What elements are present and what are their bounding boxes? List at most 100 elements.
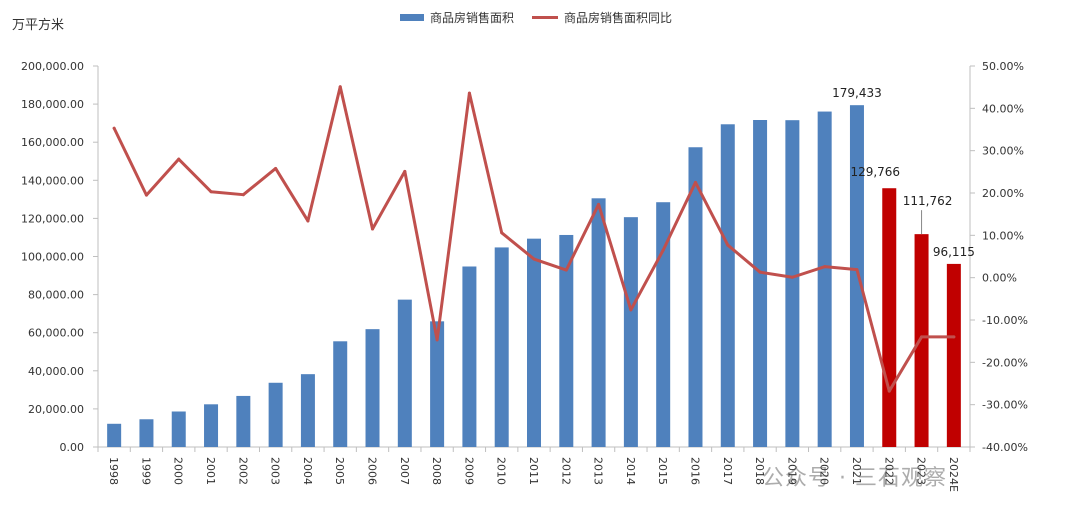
yoy-point-2014	[629, 308, 633, 312]
x-tick-label: 2004	[301, 457, 314, 485]
bar-2010	[494, 247, 509, 447]
x-tick-label: 2018	[753, 457, 766, 485]
right-tick-label: -30.00%	[982, 399, 1028, 412]
x-tick-label: 2009	[462, 457, 475, 485]
bar-2005	[333, 341, 348, 447]
yoy-point-2004	[306, 219, 310, 223]
bar-2004	[300, 374, 315, 447]
yoy-point-2013	[597, 202, 601, 206]
x-tick-label: 2002	[236, 457, 249, 485]
bar-2000	[171, 411, 186, 447]
right-tick-label: -20.00%	[982, 356, 1028, 369]
left-tick-label: 20,000.00	[28, 403, 84, 416]
yoy-point-2010	[500, 231, 504, 235]
bar-2022	[882, 188, 897, 447]
left-tick-label: 100,000.00	[21, 251, 84, 264]
legend-bar-swatch	[400, 14, 424, 21]
right-tick-label: -10.00%	[982, 314, 1028, 327]
yoy-point-2000	[177, 157, 181, 161]
yoy-point-2003	[274, 166, 278, 170]
yoy-point-2005	[338, 85, 342, 89]
right-tick-label: 50.00%	[982, 60, 1024, 73]
right-tick-label: 0.00%	[982, 272, 1017, 285]
right-tick-label: 40.00%	[982, 102, 1024, 115]
yoy-point-2023	[920, 335, 924, 339]
x-tick-label: 2021	[850, 457, 863, 485]
x-tick-label: 2012	[559, 457, 572, 485]
yoy-point-2022	[887, 389, 891, 393]
left-tick-label: 140,000.00	[21, 174, 84, 187]
yoy-point-2008	[435, 338, 439, 342]
data-label-2021: 179,433	[832, 86, 882, 100]
bar-2007	[397, 299, 412, 447]
bar-2014	[623, 217, 638, 447]
right-tick-label: 30.00%	[982, 145, 1024, 158]
left-tick-label: 0.00	[60, 441, 85, 454]
bar-2001	[204, 404, 219, 447]
right-tick-label: 10.00%	[982, 229, 1024, 242]
yoy-point-2019	[790, 275, 794, 279]
x-tick-label: 2015	[656, 457, 669, 485]
x-tick-label: 1999	[139, 457, 152, 485]
yoy-point-2007	[403, 169, 407, 173]
yoy-point-2024E	[952, 335, 956, 339]
left-tick-label: 40,000.00	[28, 365, 84, 378]
data-label-2023: 111,762	[903, 194, 953, 208]
x-tick-label: 2005	[333, 457, 346, 485]
bar-2020	[817, 111, 832, 448]
bar-2012	[559, 234, 574, 447]
bar-2011	[527, 238, 541, 447]
x-tick-label: 2014	[624, 457, 637, 485]
x-tick-label: 2010	[495, 457, 508, 485]
bar-2024E	[946, 263, 961, 447]
legend-line-swatch	[532, 16, 559, 19]
bar-2003	[268, 382, 283, 447]
x-tick-label: 2006	[366, 457, 379, 485]
bar-2017	[720, 124, 735, 447]
x-tick-label: 2007	[398, 457, 411, 485]
y-axis-unit-label: 万平方米	[12, 18, 65, 33]
left-tick-label: 200,000.00	[21, 60, 84, 73]
x-tick-label: 2001	[204, 457, 217, 485]
legend-item-bar: 商品房销售面积	[400, 9, 514, 26]
bar-2013	[591, 198, 606, 447]
watermark: 公众号 · 三石观察	[762, 466, 947, 491]
yoy-point-2002	[241, 193, 245, 197]
left-tick-label: 180,000.00	[21, 98, 84, 111]
x-tick-label: 2000	[172, 457, 185, 485]
legend: 商品房销售面积 商品房销售面积同比	[400, 9, 690, 26]
right-tick-label: 20.00%	[982, 187, 1024, 200]
bar-2018	[753, 119, 768, 447]
x-tick-label: 2020	[818, 457, 831, 485]
left-tick-label: 80,000.00	[28, 289, 84, 302]
yoy-point-2012	[564, 268, 568, 272]
bar-1998	[107, 423, 122, 447]
left-tick-label: 60,000.00	[28, 327, 84, 340]
left-tick-label: 120,000.00	[21, 212, 84, 225]
bar-2016	[688, 147, 703, 447]
x-tick-label: 2011	[527, 457, 540, 485]
right-tick-label: -40.00%	[982, 441, 1028, 454]
legend-label-line: 商品房销售面积同比	[564, 11, 673, 25]
yoy-point-2015	[661, 248, 665, 252]
bar-2019	[785, 120, 800, 447]
yoy-point-1998	[112, 126, 116, 130]
data-label-2022: 129,766	[850, 165, 900, 179]
bar-2002	[236, 395, 251, 447]
x-tick-label: 1998	[107, 457, 120, 485]
bar-2021	[849, 105, 864, 447]
bar-2006	[365, 329, 380, 447]
x-tick-label: 2003	[269, 457, 282, 485]
yoy-point-2018	[758, 270, 762, 274]
bar-1999	[139, 419, 154, 447]
x-tick-label: 2017	[721, 457, 734, 485]
bar-2015	[656, 202, 671, 447]
legend-item-line: 商品房销售面积同比	[532, 9, 672, 26]
x-tick-label: 2019	[785, 457, 798, 485]
yoy-point-2020	[823, 265, 827, 269]
yoy-point-2016	[693, 180, 697, 184]
legend-label-bar: 商品房销售面积	[430, 11, 515, 25]
x-tick-label: 2016	[688, 457, 701, 485]
x-tick-label: 2013	[592, 457, 605, 485]
